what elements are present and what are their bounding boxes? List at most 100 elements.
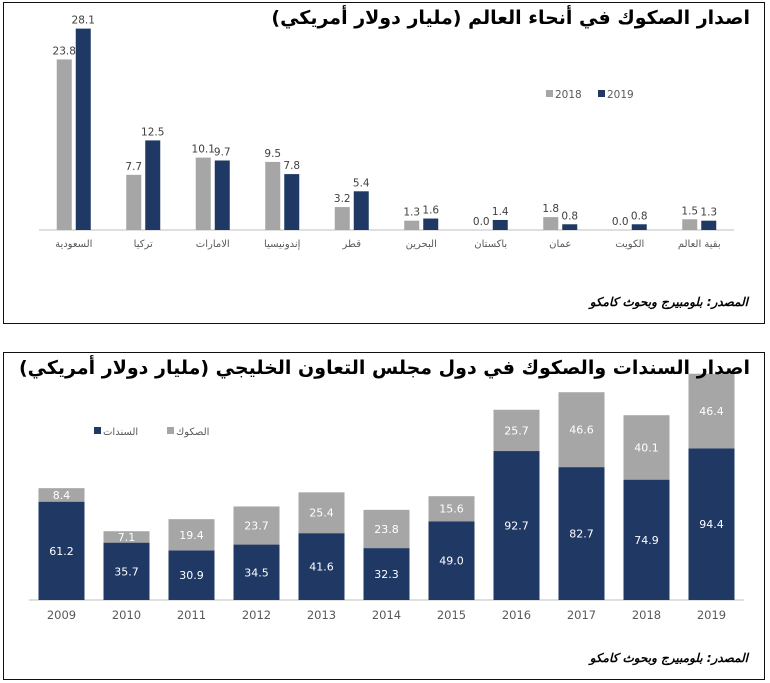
sukuk-world-panel: اصدار الصكوك في أنحاء العالم (مليار دولا… (3, 2, 765, 324)
chart2-source: المصدر: بلومبيرج وبحوث كامكو (589, 651, 748, 665)
data-label-2019-5: 1.6 (422, 205, 439, 217)
x-tick-label-2018: 2018 (632, 608, 661, 622)
data-label-bonds-2009: 61.2 (49, 545, 74, 558)
x-tick-label-1: تركيا (134, 239, 153, 250)
data-label-2018-6: 0.0 (473, 216, 490, 228)
x-tick-label-4: قطر (341, 239, 361, 250)
data-label-2018-3: 9.5 (264, 148, 281, 160)
x-tick-label-8: الكويت (615, 239, 644, 250)
data-label-sukuk-2015: 15.6 (439, 503, 464, 516)
data-label-bonds-2017: 82.7 (569, 528, 594, 541)
bar-2019-0 (75, 28, 91, 230)
legend-label-2018: 2018 (555, 89, 582, 101)
data-label-2018-7: 1.8 (542, 203, 559, 215)
data-label-sukuk-2010: 7.1 (118, 531, 136, 544)
data-label-sukuk-2009: 8.4 (53, 489, 71, 502)
legend-swatch-2018 (546, 90, 553, 97)
bar-2018-1 (126, 174, 142, 230)
legend-swatch-bonds (94, 427, 101, 434)
data-label-2018-8: 0.0 (612, 216, 629, 228)
bar-2018-5 (404, 220, 420, 230)
x-tick-label-2017: 2017 (567, 608, 596, 622)
data-label-2019-7: 0.8 (561, 210, 578, 222)
bar-sukuk-2017 (558, 392, 605, 468)
data-label-2019-9: 1.3 (700, 207, 717, 219)
data-label-bonds-2019: 94.4 (699, 518, 724, 531)
data-label-2019-0: 28.1 (72, 15, 95, 27)
bar-2019-2 (214, 160, 230, 230)
x-tick-label-2011: 2011 (177, 608, 206, 622)
data-label-2019-3: 7.8 (283, 160, 300, 172)
bar-bonds-2012 (233, 544, 280, 600)
bar-sukuk-2011 (168, 519, 215, 551)
bar-2018-9 (682, 219, 698, 230)
data-label-2018-2: 10.1 (192, 144, 215, 156)
data-label-sukuk-2012: 23.7 (244, 520, 269, 533)
bar-2018-7 (543, 217, 559, 230)
bar-sukuk-2012 (233, 506, 280, 545)
gcc-bonds-sukuk-chart: 61.2 8.4 2009 35.7 7.1 2010 30.9 19.4 2011 34.5 23… (29, 373, 744, 622)
bar-2019-6 (492, 219, 508, 230)
legend-swatch-2019 (598, 90, 605, 97)
bar-2018-0 (56, 59, 72, 230)
x-tick-label-0: السعودية (55, 239, 92, 250)
x-tick-label-7: عمان (549, 239, 571, 250)
legend-swatch-sukuk (167, 427, 174, 434)
data-label-bonds-2013: 41.6 (309, 561, 334, 574)
chart2-title: اصدار السندات والصكوك في دول مجلس التعاو… (18, 357, 750, 379)
bar-sukuk-2018 (623, 415, 670, 480)
bar-sukuk-2016 (493, 409, 540, 452)
bar-bonds-2009 (38, 501, 85, 600)
sukuk-world-chart: 23.8 28.1 السعودية 7.7 12.5 تركيا 10.19.7 الاما… (39, 15, 734, 250)
bar-sukuk-2010 (103, 531, 150, 543)
data-label-bonds-2018: 74.9 (634, 534, 659, 547)
bar-bonds-2019 (688, 448, 735, 600)
data-label-2019-6: 1.4 (492, 206, 509, 218)
data-label-2019-1: 12.5 (141, 126, 164, 138)
data-label-bonds-2012: 34.5 (244, 566, 269, 579)
data-label-bonds-2010: 35.7 (114, 565, 139, 578)
x-tick-label-2013: 2013 (307, 608, 336, 622)
legend-label-sukuk: الصكوك (176, 427, 209, 438)
bar-2019-3 (284, 174, 300, 230)
gcc-bonds-sukuk-panel: اصدار السندات والصكوك في دول مجلس التعاو… (3, 352, 765, 680)
x-tick-label-3: إندونيسيا (264, 239, 301, 250)
chart1-title: اصدار الصكوك في أنحاء العالم (مليار دولا… (271, 7, 750, 29)
data-label-2018-9: 1.5 (681, 205, 698, 217)
data-label-bonds-2016: 92.7 (504, 520, 529, 533)
data-label-bonds-2011: 30.9 (179, 569, 204, 582)
bar-sukuk-2015 (428, 496, 475, 522)
bar-2018-2 (195, 157, 211, 230)
x-tick-label-2016: 2016 (502, 608, 531, 622)
legend-label-bonds: السندات (103, 427, 138, 438)
data-label-2019-4: 5.4 (353, 177, 370, 189)
data-label-2018-5: 1.3 (403, 207, 420, 219)
x-tick-label-2019: 2019 (697, 608, 726, 622)
bar-2019-8 (631, 224, 647, 230)
data-label-2018-1: 7.7 (125, 161, 142, 173)
x-tick-label-2015: 2015 (437, 608, 466, 622)
legend-label-2019: 2019 (607, 89, 634, 101)
x-tick-label-2012: 2012 (242, 608, 271, 622)
x-tick-label-2: الامارات (196, 239, 230, 250)
x-tick-label-2009: 2009 (47, 608, 76, 622)
bar-2019-9 (701, 220, 717, 230)
bar-2018-3 (265, 161, 281, 230)
bar-bonds-2015 (428, 521, 475, 600)
bar-bonds-2014 (363, 548, 410, 600)
data-label-sukuk-2019: 46.4 (699, 405, 724, 418)
data-label-bonds-2015: 49.0 (439, 555, 464, 568)
bar-2018-4 (334, 207, 350, 230)
data-label-2018-4: 3.2 (334, 193, 351, 205)
x-tick-label-5: البحرين (406, 239, 437, 250)
bar-2019-5 (423, 218, 439, 230)
bar-bonds-2010 (103, 542, 150, 600)
bar-bonds-2016 (493, 451, 540, 600)
bar-2019-1 (145, 140, 161, 230)
data-label-sukuk-2018: 40.1 (634, 441, 659, 454)
data-label-sukuk-2014: 23.8 (374, 523, 399, 536)
bar-sukuk-2009 (38, 488, 85, 502)
data-label-sukuk-2017: 46.6 (569, 424, 594, 437)
data-label-bonds-2014: 32.3 (374, 568, 399, 581)
x-tick-label-6: باكستان (474, 239, 507, 250)
